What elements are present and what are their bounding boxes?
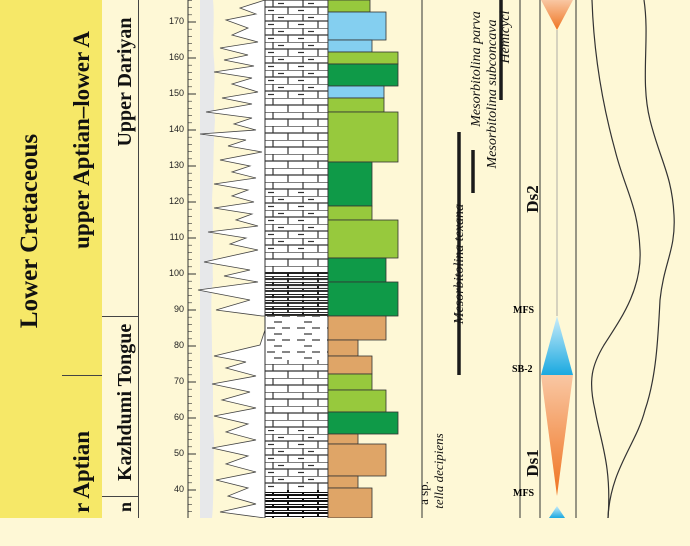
sequence-ds2-label: Ds2 [523,185,542,213]
ds2-regressive-triangle [541,0,573,30]
lithostrat-column [102,0,139,518]
stage-column [62,0,103,518]
sb2-label: SB-2 [512,364,533,375]
taxon-tella-decipiens: tella decipiens [431,433,446,509]
grain-curve [197,0,266,518]
range-bars [457,0,521,518]
depth-label: 150 [168,88,184,98]
lithology-column [264,0,329,518]
lower-transgressive-sliver [549,506,565,518]
depth-label: 60 [173,412,184,422]
grain-curve-outline [197,0,266,518]
lithostrat-boundary-1 [102,316,138,317]
log-graphics [187,0,675,518]
taxon-a-sp: a sp. [416,481,431,505]
depth-label: 100 [168,268,184,278]
depth-label: 80 [173,340,184,350]
depth-label: 160 [168,52,184,62]
sequence-triangles [539,0,577,518]
mfs-upper-label: MFS [513,305,535,316]
taxon-hemicycl: Hemicycl [498,10,513,64]
facies-column [327,0,423,518]
stage-boundary [62,375,102,376]
depth-label: 50 [173,448,184,458]
depth-label: 90 [173,304,184,314]
depth-label: 70 [173,376,184,386]
taxon-mesorbitolina-texana: Mesorbitolina texana [452,203,467,325]
stratigraphic-log: Lower Cretaceous upper Aptian–lower A r … [0,0,675,518]
depth-label: 170 [168,16,184,26]
transgressive-triangle-blue [541,316,573,375]
ds1-regressive-triangle [541,375,573,496]
depth-label: 120 [168,196,184,206]
depth-label: 130 [168,160,184,170]
lithostrat-boundary-2 [102,496,138,497]
mfs-lower-label: MFS [513,488,535,499]
depth-axis [187,0,196,518]
depth-label: 110 [169,232,184,242]
depth-label: 40 [173,484,184,494]
depth-label: 140 [168,124,184,134]
sea-level-curves [590,0,675,518]
sequence-ds1-label: Ds1 [523,449,542,477]
